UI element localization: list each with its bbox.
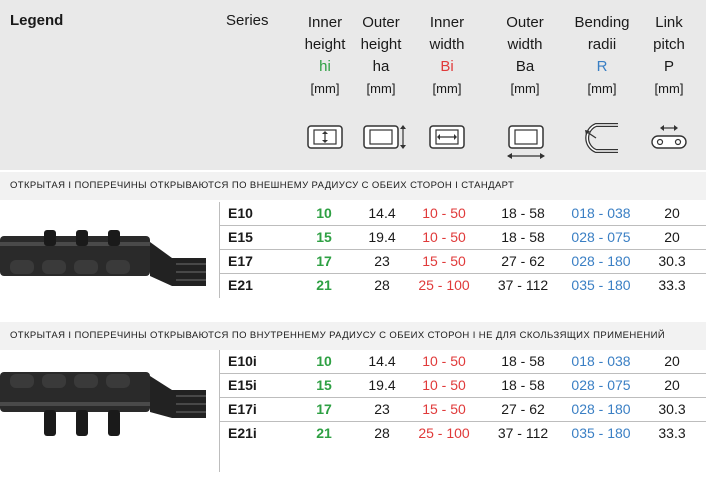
link-pitch-icon xyxy=(651,125,687,149)
legend-heading: Legend xyxy=(10,12,64,29)
inner-height-icon xyxy=(307,125,343,149)
table-header: Legend Series Inner height hi [mm] Outer he… xyxy=(0,0,706,170)
outer-height-icon xyxy=(363,125,406,149)
table-row: E21i 21 28 25 - 100 37 - 112 035 - 180 33.3 xyxy=(228,425,686,441)
series-heading: Series xyxy=(226,12,269,29)
row-separator xyxy=(220,273,706,274)
table-row: E21 21 28 25 - 100 37 - 112 035 - 180 33.3 xyxy=(228,277,686,293)
row-separator xyxy=(220,373,706,374)
bending-radius-icon xyxy=(585,123,618,153)
row-separator xyxy=(220,421,706,422)
row-separator xyxy=(220,249,706,250)
section-title-outer-radius: ОТКРЫТАЯ I ПОПЕРЕЧИНЫ ОТКРЫВАЮТСЯ ПО ВНЕ… xyxy=(0,172,706,200)
col-inner-width: Inner width Bi [mm] xyxy=(429,14,465,96)
col-inner-height: Inner height hi [mm] xyxy=(304,14,346,96)
table-row: E17 17 23 15 - 50 27 - 62 028 - 180 30.3 xyxy=(228,253,686,269)
table-row: E17i 17 23 15 - 50 27 - 62 028 - 180 30.3 xyxy=(228,401,686,417)
row-separator xyxy=(220,225,706,226)
outer-width-icon xyxy=(507,125,545,159)
col-outer-height: Outer height ha [mm] xyxy=(360,14,402,96)
table-row: E10 10 14.4 10 - 50 18 - 58 018 - 038 20 xyxy=(228,205,680,221)
table-row: E10i 10 14.4 10 - 50 18 - 58 018 - 038 20 xyxy=(228,353,680,369)
chain-image-inner xyxy=(0,372,206,436)
divider xyxy=(219,202,220,298)
table-row: E15i 15 19.4 10 - 50 18 - 58 028 - 075 20 xyxy=(228,377,680,393)
chain-image-outer xyxy=(0,230,206,286)
section-title-inner-radius: ОТКРЫТАЯ I ПОПЕРЕЧИНЫ ОТКРЫВАЮТСЯ ПО ВНУ… xyxy=(0,322,706,350)
divider xyxy=(219,350,220,472)
inner-width-icon xyxy=(429,125,465,149)
col-link-pitch: Link pitch P [mm] xyxy=(653,14,685,96)
table-row: E15 15 19.4 10 - 50 18 - 58 028 - 075 20 xyxy=(228,229,680,245)
row-separator xyxy=(220,397,706,398)
col-outer-width: Outer width Ba [mm] xyxy=(506,14,544,96)
col-bending-radii: Bending radii R [mm] xyxy=(574,14,630,96)
